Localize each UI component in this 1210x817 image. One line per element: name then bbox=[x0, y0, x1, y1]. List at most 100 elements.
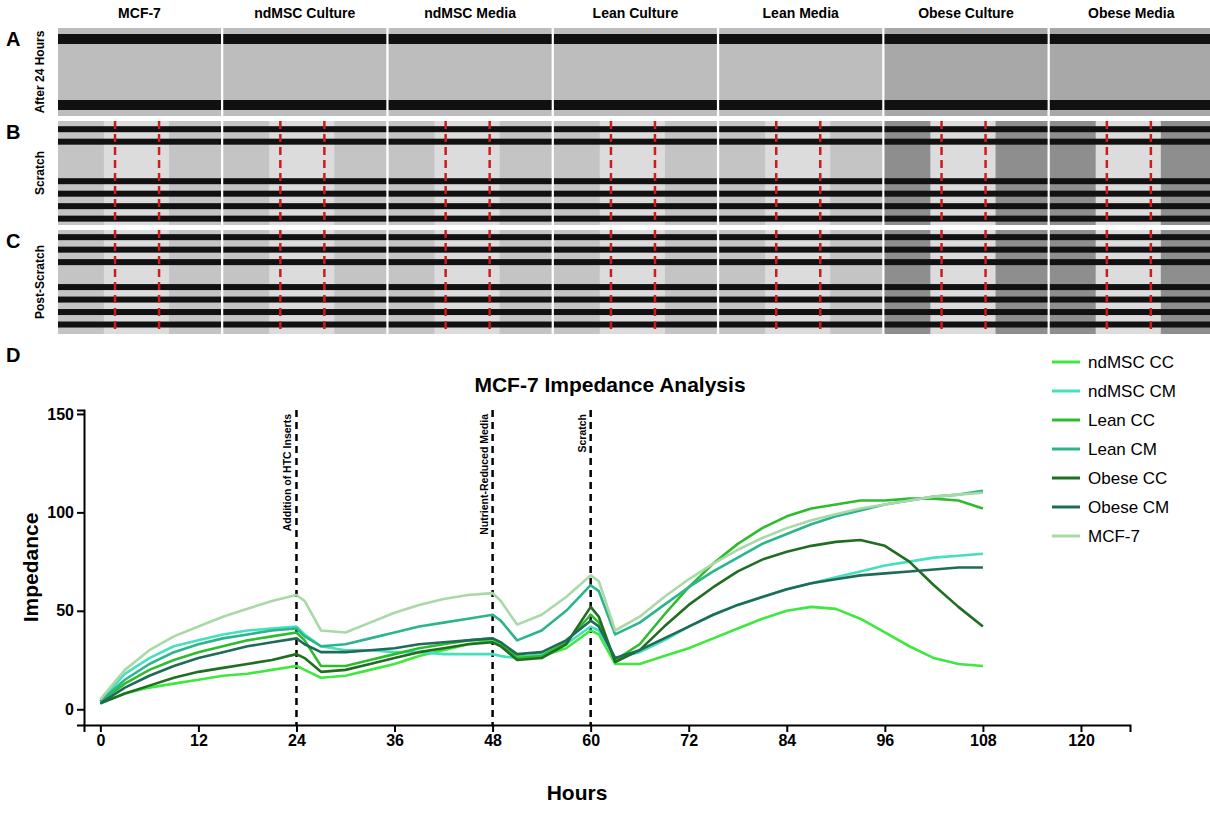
panel-letter: D bbox=[6, 344, 20, 366]
micrograph-background bbox=[389, 28, 552, 116]
column-header: ndMSC Media bbox=[424, 5, 516, 21]
scratch-gap bbox=[1096, 230, 1161, 334]
micrograph-background bbox=[885, 121, 1048, 225]
grid-stripe bbox=[223, 309, 386, 315]
micrograph-background bbox=[554, 121, 717, 225]
tick-mark bbox=[394, 725, 396, 732]
grid-stripe bbox=[223, 234, 386, 240]
event-line bbox=[295, 410, 298, 725]
grid-stripe bbox=[554, 309, 717, 315]
scratch-edge bbox=[279, 121, 282, 225]
grid-stripe bbox=[58, 284, 221, 290]
grid-stripe bbox=[885, 259, 1048, 265]
tick-label: 150 bbox=[47, 406, 74, 423]
series-line bbox=[100, 493, 983, 700]
scratch-edge bbox=[610, 230, 613, 334]
grid-stripe bbox=[58, 234, 221, 240]
grid-stripe bbox=[58, 297, 221, 303]
micrograph bbox=[554, 28, 717, 116]
grid-stripe bbox=[554, 322, 717, 328]
grid-stripe bbox=[1050, 191, 1210, 197]
grid-stripe bbox=[223, 322, 386, 328]
grid-stripe bbox=[58, 309, 221, 315]
micrograph bbox=[719, 121, 882, 225]
tick-label: 96 bbox=[876, 732, 894, 749]
grid-stripe bbox=[58, 322, 221, 328]
legend-swatch bbox=[1052, 390, 1080, 393]
grid-stripe bbox=[1050, 259, 1210, 265]
scratch-edge bbox=[1150, 121, 1153, 225]
grid-stripe bbox=[223, 126, 386, 132]
micrograph-background bbox=[885, 230, 1048, 334]
grid-stripe bbox=[554, 247, 717, 253]
scratch-edge bbox=[610, 121, 613, 225]
axis-line bbox=[85, 726, 1131, 733]
micrograph-background bbox=[554, 28, 717, 116]
scratch-edge bbox=[158, 121, 161, 225]
grid-stripe bbox=[885, 309, 1048, 315]
plot-lines bbox=[100, 491, 983, 704]
scratch-edge bbox=[158, 230, 161, 334]
grid-stripe bbox=[719, 191, 882, 197]
grid-stripe bbox=[885, 126, 1048, 132]
frame-bar bbox=[1050, 100, 1210, 110]
scratch-gap bbox=[600, 230, 665, 334]
grid-stripe bbox=[719, 309, 882, 315]
legend-entry: Obese CC bbox=[1052, 469, 1167, 488]
scratch-gap bbox=[1096, 121, 1161, 225]
tick-label: 60 bbox=[582, 732, 600, 749]
frame-bar bbox=[223, 34, 386, 44]
legend-label: Obese CC bbox=[1088, 469, 1167, 488]
legend-label: MCF-7 bbox=[1088, 527, 1140, 546]
grid-stripe bbox=[389, 139, 552, 145]
scratch-edge bbox=[114, 230, 117, 334]
scratch-edge bbox=[488, 230, 491, 334]
grid-stripe bbox=[719, 297, 882, 303]
scratch-edge bbox=[654, 121, 657, 225]
grid-stripe bbox=[885, 203, 1048, 209]
grid-stripe bbox=[389, 126, 552, 132]
y-axis-title: Impedance bbox=[19, 513, 42, 623]
micrograph-background bbox=[58, 28, 221, 116]
tick-label: 12 bbox=[190, 732, 208, 749]
grid-stripe bbox=[58, 203, 221, 209]
tick-mark bbox=[296, 725, 298, 732]
column-header: MCF-7 bbox=[118, 5, 161, 21]
micrograph bbox=[223, 28, 386, 116]
scratch-edge bbox=[940, 230, 943, 334]
series-line bbox=[100, 491, 983, 702]
micrograph bbox=[389, 230, 552, 334]
event-label: Nutrient-Reduced Media bbox=[478, 414, 490, 535]
legend-swatch bbox=[1052, 448, 1080, 451]
legend-entry: ndMSC CM bbox=[1052, 382, 1176, 401]
legend-entry: Lean CM bbox=[1052, 440, 1157, 459]
legend-entry: MCF-7 bbox=[1052, 527, 1140, 546]
scratch-edge bbox=[819, 121, 822, 225]
micrograph-background bbox=[1050, 28, 1210, 116]
grid-stripe bbox=[389, 297, 552, 303]
micrograph-background bbox=[223, 28, 386, 116]
micrograph bbox=[1050, 230, 1210, 334]
micrograph-background bbox=[58, 230, 221, 334]
legend: ndMSC CCndMSC CMLean CCLean CMObese CCOb… bbox=[1052, 353, 1176, 546]
panel-letter: B bbox=[6, 121, 20, 143]
micrograph bbox=[389, 28, 552, 116]
scratch-gap bbox=[269, 230, 334, 334]
grid-stripe bbox=[223, 178, 386, 184]
tick-label: 108 bbox=[970, 732, 997, 749]
scratch-edge bbox=[444, 230, 447, 334]
grid-stripe bbox=[885, 284, 1048, 290]
grid-stripe bbox=[719, 322, 882, 328]
grid-stripe bbox=[223, 247, 386, 253]
legend-label: Lean CC bbox=[1088, 411, 1155, 430]
tick: 24 bbox=[288, 725, 306, 749]
micrograph bbox=[58, 230, 221, 334]
grid-stripe bbox=[389, 203, 552, 209]
frame-bar bbox=[554, 34, 717, 44]
tick: 48 bbox=[484, 725, 502, 749]
grid-stripe bbox=[58, 259, 221, 265]
grid-stripe bbox=[554, 297, 717, 303]
panel-letter: A bbox=[6, 28, 20, 50]
grid-stripe bbox=[554, 126, 717, 132]
x-axis-title: Hours bbox=[547, 781, 608, 804]
